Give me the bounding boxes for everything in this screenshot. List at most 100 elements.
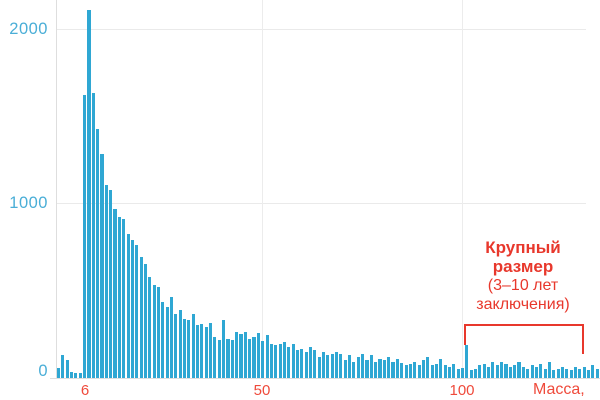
bar — [335, 352, 339, 378]
bar — [230, 340, 234, 378]
bar — [122, 218, 126, 378]
bar — [209, 323, 213, 378]
bar — [591, 365, 595, 378]
bar — [65, 359, 69, 378]
bar — [348, 355, 352, 378]
bar — [213, 337, 217, 378]
bar — [547, 361, 551, 378]
bar — [430, 365, 434, 378]
bar — [443, 365, 447, 378]
bar — [578, 368, 582, 378]
bar — [217, 340, 221, 378]
bar — [595, 368, 599, 378]
bar — [252, 337, 256, 378]
annotation-block: Крупный размер (3–10 лет заключения) — [458, 238, 588, 314]
bar — [74, 373, 78, 378]
bar — [96, 128, 100, 378]
gridline-1000 — [56, 203, 586, 204]
bar — [530, 365, 534, 378]
bar — [556, 368, 560, 378]
bar — [261, 341, 265, 378]
bars-area — [57, 0, 600, 378]
bar — [465, 345, 469, 378]
x-tick-label-6: 6 — [80, 382, 90, 399]
bar — [78, 373, 82, 378]
x-tick-label-100: 100 — [449, 382, 475, 399]
bar — [378, 358, 382, 378]
bar — [391, 361, 395, 378]
bar — [113, 208, 117, 378]
bar — [439, 358, 443, 378]
bar — [387, 357, 391, 378]
bar — [539, 363, 543, 378]
bar — [565, 368, 569, 378]
bar — [243, 331, 247, 378]
bar — [148, 277, 152, 378]
bar — [57, 368, 61, 378]
bar — [487, 367, 491, 378]
bar — [474, 368, 478, 378]
bar — [478, 365, 482, 378]
bar — [508, 367, 512, 378]
bar — [413, 361, 417, 378]
bar — [586, 370, 591, 378]
bar — [326, 355, 330, 378]
bar — [521, 367, 525, 378]
bar — [361, 353, 365, 378]
bar — [248, 338, 252, 378]
bar — [156, 287, 160, 378]
bar — [91, 93, 95, 378]
bar — [139, 257, 143, 378]
bar — [130, 239, 134, 378]
annotation-title: Крупный размер — [485, 238, 561, 276]
x-tick-label-50: 50 — [253, 382, 271, 399]
bar — [382, 360, 386, 378]
annotation-bracket-right — [582, 324, 584, 354]
bar — [452, 363, 456, 378]
bar — [356, 357, 360, 378]
bar — [222, 320, 226, 378]
annotation-bracket-top — [464, 324, 584, 326]
bar — [239, 333, 243, 378]
bar — [235, 331, 239, 378]
bar — [169, 297, 174, 378]
bar — [434, 363, 439, 378]
bar — [560, 367, 564, 378]
bar — [573, 367, 578, 378]
bar — [569, 370, 573, 378]
bar — [395, 358, 399, 378]
bar — [552, 370, 556, 378]
bar — [513, 365, 517, 378]
bar — [543, 368, 547, 378]
bar — [295, 350, 299, 378]
bar — [178, 310, 182, 378]
bar — [404, 365, 408, 378]
bar — [495, 365, 499, 378]
bar — [317, 357, 321, 378]
bar — [100, 154, 104, 378]
bar — [187, 320, 191, 378]
bar — [374, 361, 378, 378]
bar — [500, 361, 504, 378]
bar — [365, 360, 369, 378]
bar — [143, 263, 147, 378]
gridline-x100 — [462, 0, 463, 378]
bar — [87, 10, 91, 378]
bar — [517, 361, 521, 378]
bar — [204, 327, 208, 378]
bar — [109, 190, 113, 378]
bar — [191, 313, 195, 378]
bar — [200, 323, 204, 378]
bar — [126, 233, 130, 378]
gridline-2000 — [56, 29, 586, 30]
bar — [161, 302, 165, 378]
bar — [408, 364, 412, 378]
bar — [70, 371, 74, 378]
bar — [352, 361, 356, 378]
bar — [339, 353, 343, 378]
bar — [400, 363, 404, 378]
bar — [426, 357, 430, 378]
bar — [308, 346, 313, 378]
bar — [504, 363, 508, 378]
